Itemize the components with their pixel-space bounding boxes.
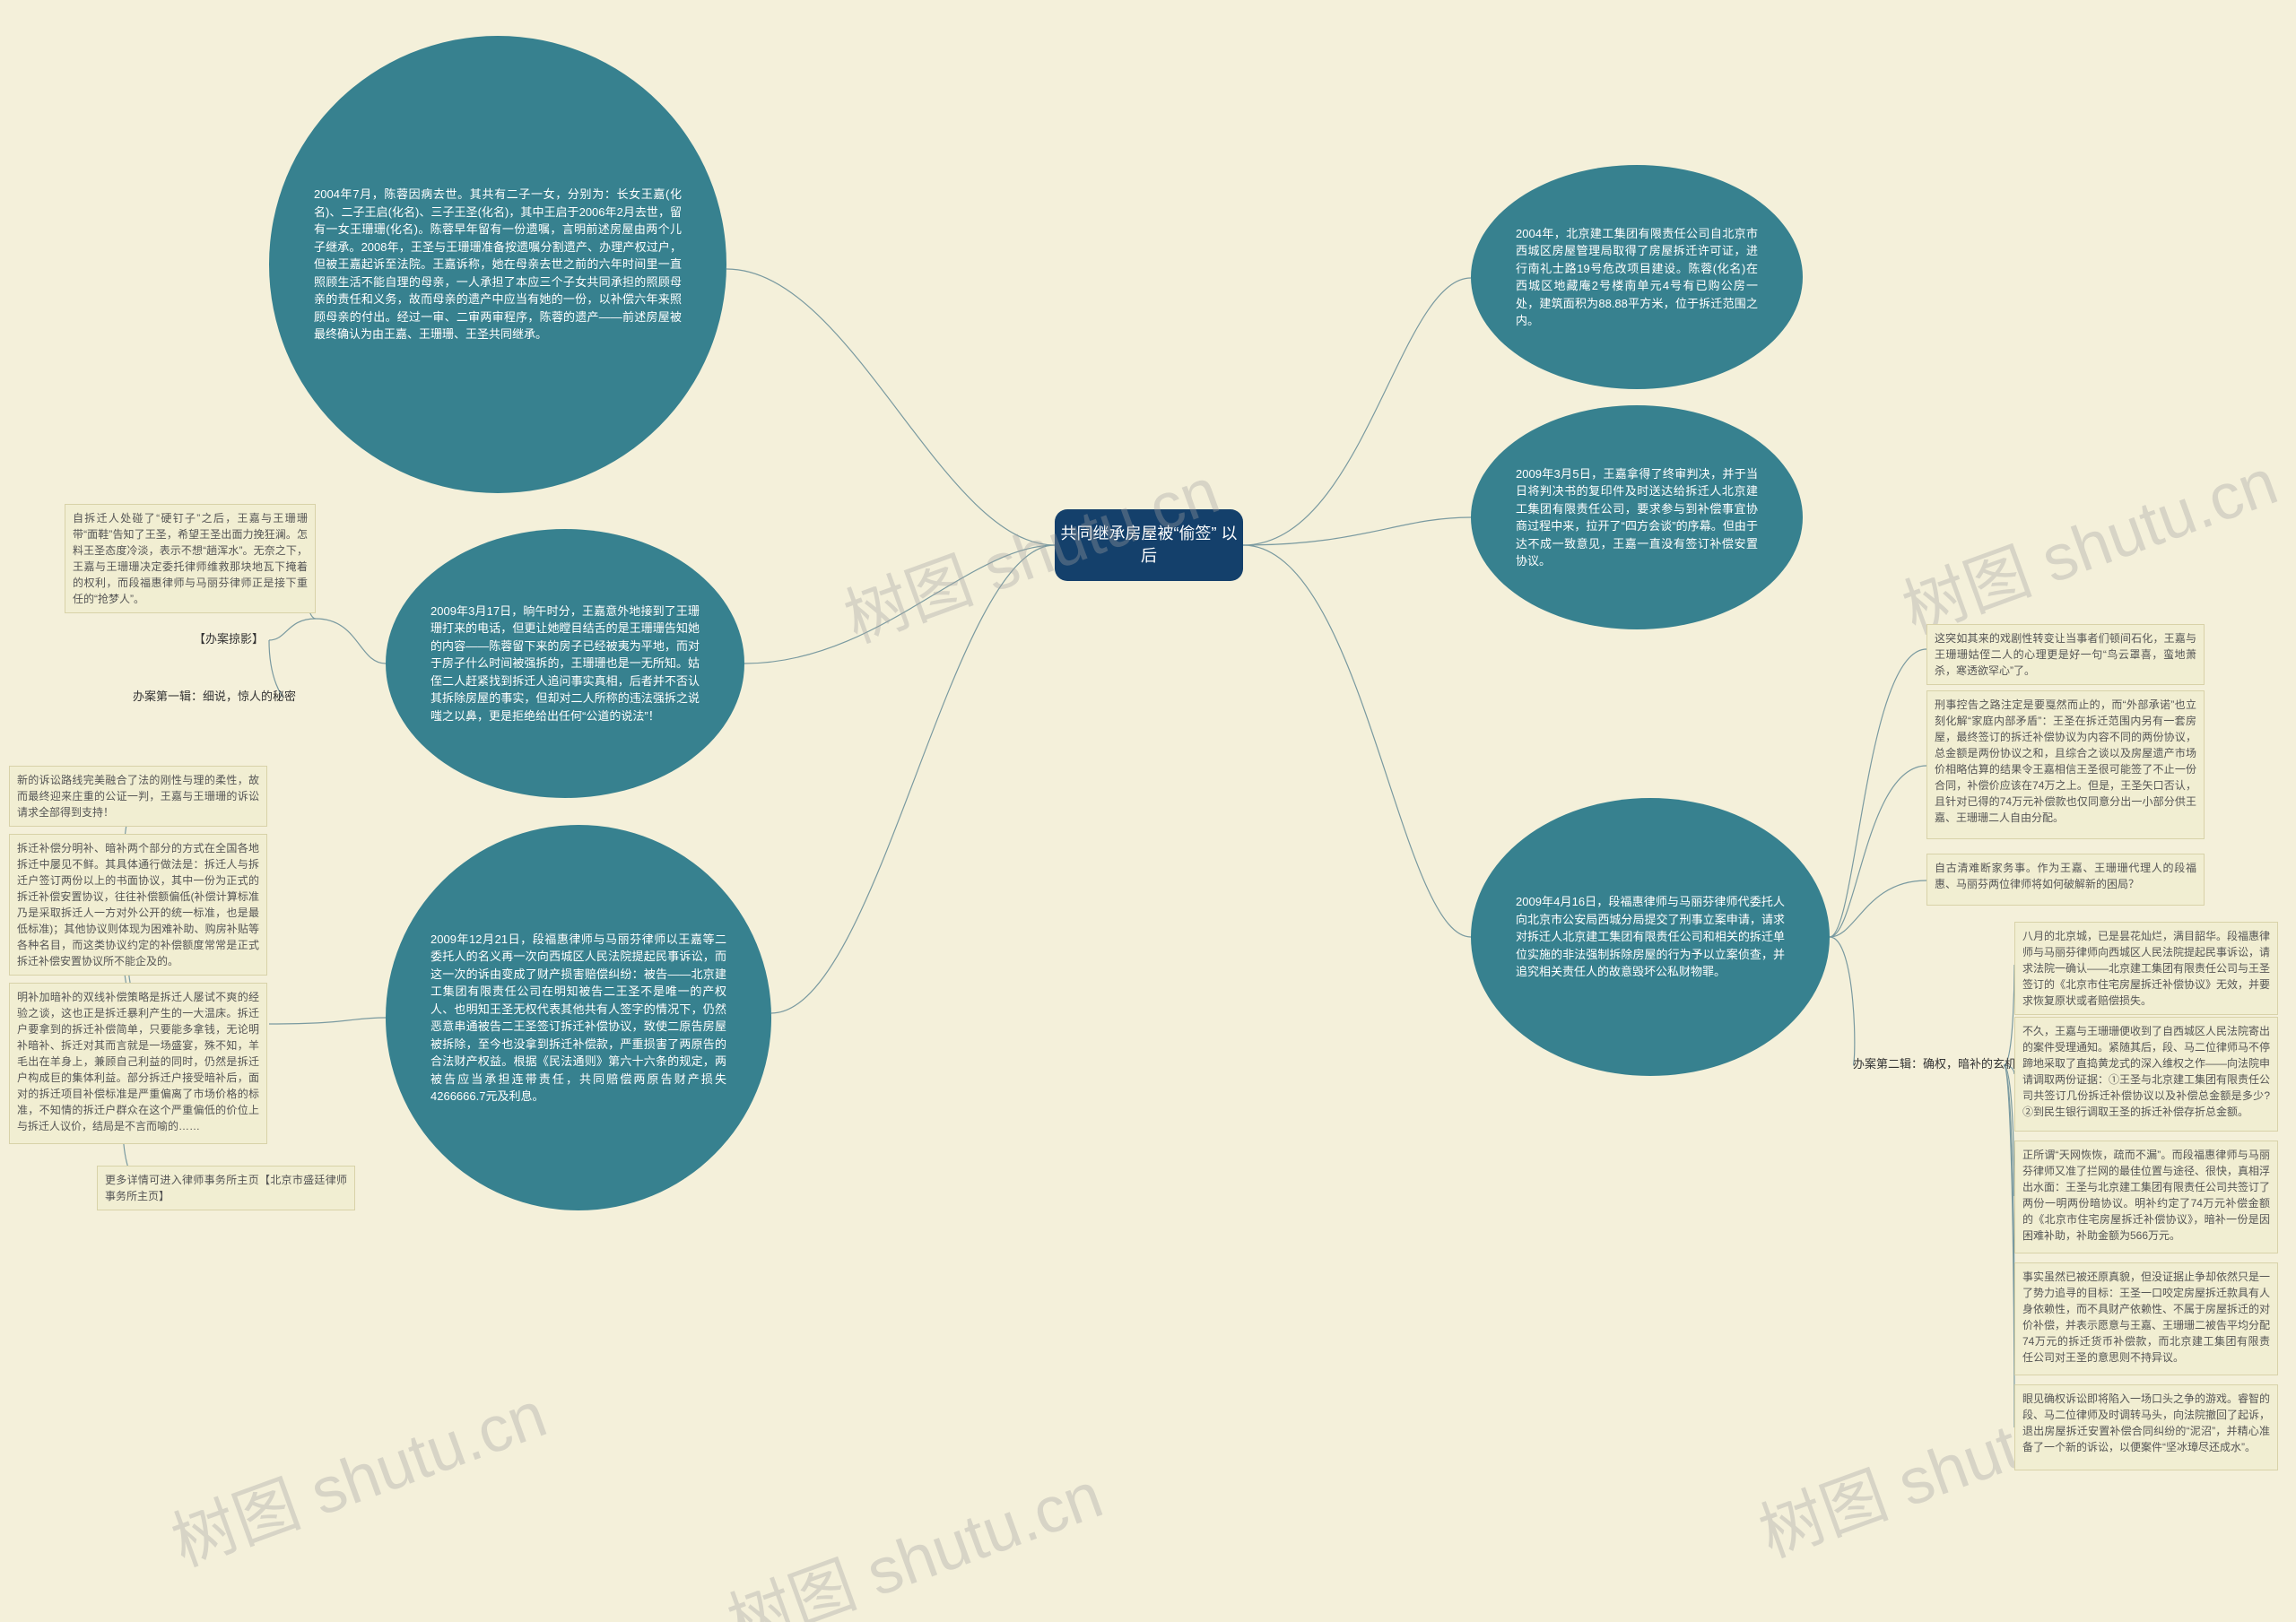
idea-node-text: 2009年4月16日，段福惠律师与马丽芬律师代委托人向北京市公安局西城分局提交了… (1516, 893, 1785, 981)
idea-node-text: 2004年7月，陈蓉因病去世。其共有二子一女，分别为：长女王嘉(化名)、二子王启… (314, 186, 682, 343)
center-label: 共同继承房屋被“偷签” 以后 (1055, 523, 1243, 568)
annotation-note: 自拆迁人处碰了“硬钉子”之后，王嘉与王珊珊带“面鞋”告知了王圣，希望王圣出面力挽… (65, 504, 316, 613)
annotation-note: 眼见确权诉讼即将陷入一场口头之争的游戏。睿智的段、马二位律师及时调转马头，向法院… (2014, 1384, 2278, 1470)
edge (2004, 1065, 2014, 1196)
annotation-note: 拆迁补偿分明补、暗补两个部分的方式在全国各地拆迁中屡见不鲜。其具体通行做法是：拆… (9, 834, 267, 976)
center-node: 共同继承房屋被“偷签” 以后 (1055, 509, 1243, 581)
edge (1243, 545, 1471, 937)
branch-label: 办案第二辑：确权，暗补的玄机 (1853, 1054, 2016, 1071)
edge (2004, 965, 2014, 1065)
idea-node: 2004年7月，陈蓉因病去世。其共有二子一女，分别为：长女王嘉(化名)、二子王启… (269, 36, 726, 493)
watermark: 树图 shutu.cn (157, 1362, 557, 1584)
idea-node: 2009年12月21日，段福惠律师与马丽芬律师以王嘉等二委托人的名义再一次向西城… (386, 825, 771, 1210)
idea-node-text: 2009年3月5日，王嘉拿得了终审判决，并于当日将判决书的复印件及时送达给拆迁人… (1516, 465, 1758, 570)
watermark: 树图 shutu.cn (713, 1443, 1113, 1622)
edge (1830, 937, 1855, 1065)
annotation-note: 自古清难断家务事。作为王嘉、王珊珊代理人的段福惠、马丽芬两位律师将如何破解新的困… (1926, 854, 2205, 906)
edge (1243, 517, 1471, 545)
edge (269, 619, 316, 640)
watermark: 树图 shutu.cn (1888, 429, 2288, 652)
idea-node: 2009年3月5日，王嘉拿得了终审判决，并于当日将判决书的复印件及时送达给拆迁人… (1471, 405, 1803, 629)
idea-node-text: 2009年12月21日，段福惠律师与马丽芬律师以王嘉等二委托人的名义再一次向西城… (430, 931, 726, 1106)
edge (771, 545, 1055, 1013)
annotation-note: 更多详情可进入律师事务所主页【北京市盛廷律师事务所主页】 (97, 1166, 355, 1210)
annotation-note: 明补加暗补的双线补偿策略是拆迁人屡试不爽的经验之谈，这也正是拆迁暴利产生的一大温… (9, 983, 267, 1144)
edge (2004, 1065, 2014, 1318)
annotation-note: 八月的北京城，已是昙花灿烂，满目韶华。段福惠律师与马丽芬律师向西城区人民法院提起… (2014, 922, 2278, 1015)
annotation-note: 事实虽然已被还原真貌，但没证据止争却依然只是一了势力追寻的目标：王圣一口咬定房屋… (2014, 1262, 2278, 1375)
edge (2004, 1065, 2014, 1427)
idea-node-text: 2004年，北京建工集团有限责任公司自北京市西城区房屋管理局取得了房屋拆迁许可证… (1516, 225, 1758, 330)
edge (1830, 649, 1926, 937)
edge (1243, 278, 1471, 545)
branch-label: 办案第一辑：细说，惊人的秘密 (133, 687, 296, 704)
annotation-note: 正所谓“天网恢恢，疏而不漏”。而段福惠律师与马丽芬律师又准了拦网的最佳位置与途径… (2014, 1141, 2278, 1253)
branch-label: 【办案掠影】 (194, 629, 264, 646)
edge (726, 269, 1055, 545)
edge (744, 545, 1055, 664)
annotation-note: 刑事控告之路注定是要戛然而止的，而“外部承诺”也立刻化解“家庭内部矛盾”：王圣在… (1926, 690, 2205, 839)
idea-node-text: 2009年3月17日，晌午时分，王嘉意外地接到了王珊珊打来的电话，但更让她瞠目结… (430, 603, 700, 725)
edge (1830, 766, 1926, 937)
idea-node: 2004年，北京建工集团有限责任公司自北京市西城区房屋管理局取得了房屋拆迁许可证… (1471, 165, 1803, 389)
annotation-note: 不久，王嘉与王珊珊便收到了自西城区人民法院寄出的案件受理通知。紧随其后，段、马二… (2014, 1017, 2278, 1132)
idea-node: 2009年3月17日，晌午时分，王嘉意外地接到了王珊珊打来的电话，但更让她瞠目结… (386, 529, 744, 798)
annotation-note: 新的诉讼路线完美融合了法的刚性与理的柔性，故而最终迎来庄重的公证一判，王嘉与王珊… (9, 766, 267, 827)
edge (1830, 880, 1926, 937)
edge (316, 619, 386, 664)
annotation-note: 这突如其来的戏剧性转变让当事者们顿间石化，王嘉与王珊珊姑侄二人的心理更是好一句“… (1926, 624, 2205, 685)
idea-node: 2009年4月16日，段福惠律师与马丽芬律师代委托人向北京市公安局西城分局提交了… (1471, 798, 1830, 1076)
edge (269, 1018, 386, 1024)
